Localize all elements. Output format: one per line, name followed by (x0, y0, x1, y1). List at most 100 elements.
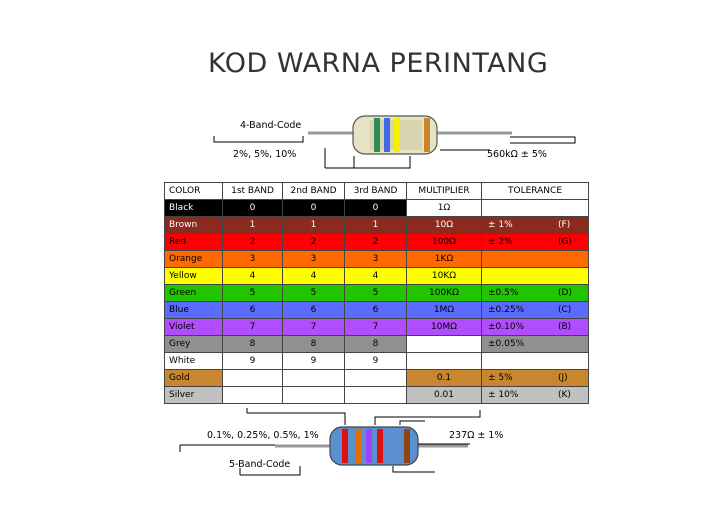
band-1-cell: 3 (222, 250, 283, 268)
five-band-value-label: 237Ω ± 1% (449, 430, 504, 441)
multiplier-cell: 1KΩ (406, 250, 482, 268)
tolerance-value: ± 1% (488, 220, 513, 230)
four-band-code-label: 4-Band-Code (240, 120, 302, 131)
five-band-code-label: 5-Band-Code (229, 459, 291, 470)
tolerance-cell: ±0.25% (C) (481, 301, 589, 319)
multiplier-cell: 10Ω (406, 216, 482, 234)
band-1-cell: 4 (222, 267, 283, 285)
tolerance-cell (481, 250, 589, 268)
tolerance-value: ±0.10% (488, 322, 525, 332)
bottom-band-5 (404, 429, 410, 463)
band-3-cell: 1 (344, 216, 407, 234)
band-2-cell: 5 (282, 284, 345, 302)
band-2-cell: 6 (282, 301, 345, 319)
band-3-cell (344, 386, 407, 404)
tolerance-code: (B) (558, 322, 572, 332)
tolerance-value: ± 10% (488, 390, 519, 400)
tolerance-code: (G) (558, 237, 572, 247)
four-band-tolerance-label: 2%, 5%, 10% (233, 149, 297, 160)
top-band-2 (384, 118, 390, 152)
band-3-cell: 5 (344, 284, 407, 302)
bottom-resistor (179, 408, 481, 476)
tolerance-cell: ±0.5% (D) (481, 284, 589, 302)
color-code-table: COLOR 1st BAND 2nd BAND 3rd BAND MULTIPL… (164, 182, 589, 404)
color-name-cell: Gold (164, 369, 223, 387)
bottom-resistor-body (329, 426, 419, 466)
header-2nd-band: 2nd BAND (282, 182, 345, 200)
band-2-cell: 3 (282, 250, 345, 268)
tolerance-cell (481, 267, 589, 285)
tolerance-code: (C) (558, 305, 572, 315)
bottom-bracket-digits (247, 412, 346, 425)
header-color: COLOR (164, 182, 223, 200)
band-3-cell: 7 (344, 318, 407, 336)
table-row: Black 0 0 0 1Ω (164, 199, 589, 217)
bottom-band-1 (342, 429, 348, 463)
tolerance-code: (D) (558, 288, 572, 298)
band-3-cell: 3 (344, 250, 407, 268)
band-2-cell: 9 (282, 352, 345, 370)
table-row: Blue 6 6 6 1MΩ ±0.25% (C) (164, 301, 589, 319)
color-name-cell: Black (164, 199, 223, 217)
header-tolerance: TOLERANCE (481, 182, 589, 200)
tolerance-cell: ± 10% (K) (481, 386, 589, 404)
tolerance-cell: ±0.05% (481, 335, 589, 353)
band-1-cell: 2 (222, 233, 283, 251)
band-3-cell: 8 (344, 335, 407, 353)
color-name-cell: Silver (164, 386, 223, 404)
top-bracket-code (213, 136, 304, 143)
multiplier-cell: 100Ω (406, 233, 482, 251)
page-title: KOD WARNA PERINTANG (208, 48, 549, 79)
band-2-cell: 8 (282, 335, 345, 353)
tolerance-value: ±0.5% (488, 288, 519, 298)
tolerance-code: (J) (558, 373, 568, 383)
band-2-cell (282, 386, 345, 404)
band-3-cell: 9 (344, 352, 407, 370)
band-1-cell: 0 (222, 199, 283, 217)
five-band-tolerance-label: 0.1%, 0.25%, 0.5%, 1% (207, 430, 319, 441)
top-bracket-bands (353, 156, 411, 169)
band-3-cell: 2 (344, 233, 407, 251)
tolerance-code: (K) (558, 390, 571, 400)
color-name-cell: Red (164, 233, 223, 251)
header-1st-band: 1st BAND (222, 182, 283, 200)
band-1-cell: 6 (222, 301, 283, 319)
bottom-bracket-right (392, 466, 435, 473)
tolerance-value: ± 5% (488, 373, 513, 383)
tolerance-cell: ± 2% (G) (481, 233, 589, 251)
band-1-cell: 1 (222, 216, 283, 234)
multiplier-cell (406, 335, 482, 353)
top-band-3 (394, 118, 400, 152)
band-3-cell: 4 (344, 267, 407, 285)
tolerance-value: ± 2% (488, 237, 513, 247)
band-2-cell: 1 (282, 216, 345, 234)
table-header-row: COLOR 1st BAND 2nd BAND 3rd BAND MULTIPL… (164, 182, 589, 200)
band-3-cell (344, 369, 407, 387)
color-name-cell: White (164, 352, 223, 370)
band-3-cell: 6 (344, 301, 407, 319)
tolerance-cell: ±0.10% (B) (481, 318, 589, 336)
bottom-bracket-mult (374, 410, 481, 425)
band-1-cell: 9 (222, 352, 283, 370)
tolerance-value: ±0.05% (488, 339, 525, 349)
table-row: Red 2 2 2 100Ω ± 2% (G) (164, 233, 589, 251)
table-row: Grey 8 8 8 ±0.05% (164, 335, 589, 353)
color-name-cell: Blue (164, 301, 223, 319)
multiplier-cell: 0.01 (406, 386, 482, 404)
header-3rd-band: 3rd BAND (344, 182, 407, 200)
multiplier-cell: 100KΩ (406, 284, 482, 302)
tolerance-value: ±0.25% (488, 305, 525, 315)
band-1-cell (222, 369, 283, 387)
table-row: Violet 7 7 7 10MΩ ±0.10% (B) (164, 318, 589, 336)
band-2-cell: 0 (282, 199, 345, 217)
header-multiplier: MULTIPLIER (406, 182, 482, 200)
tolerance-cell (481, 199, 589, 217)
table-row: Brown 1 1 1 10Ω ± 1% (F) (164, 216, 589, 234)
multiplier-cell: 0.1 (406, 369, 482, 387)
color-name-cell: Grey (164, 335, 223, 353)
table-row: Orange 3 3 3 1KΩ (164, 250, 589, 268)
band-3-cell: 0 (344, 199, 407, 217)
band-2-cell: 7 (282, 318, 345, 336)
tolerance-code: (F) (558, 220, 571, 230)
